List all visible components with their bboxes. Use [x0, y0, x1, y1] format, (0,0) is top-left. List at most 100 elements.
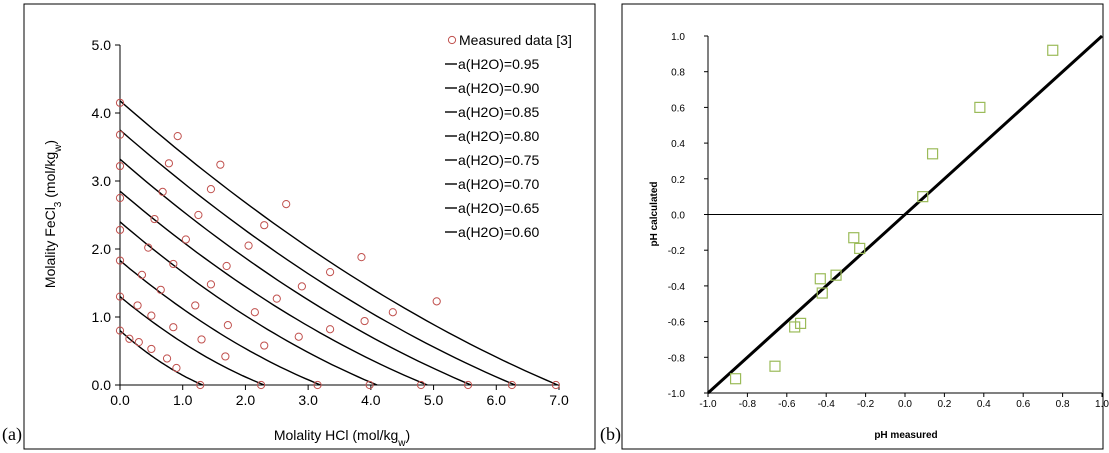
chart-b-y-tick-label: 0.0: [671, 211, 685, 222]
chart-b-x-tick-label: 0.8: [1056, 399, 1070, 410]
chart-a-y-tick-label: 5.0: [92, 37, 112, 53]
chart-a-data-point: [162, 354, 172, 363]
chart-a-data-point: [216, 160, 225, 169]
chart-a-data-point: [365, 380, 374, 390]
chart-a-data-point: [115, 130, 125, 139]
chart-a-legend: Measured data [3] a(H2O)=0.95 a(H2O)=0.90 a…: [445, 32, 572, 240]
chart-a-y-tick-label: 1.0: [92, 309, 112, 325]
chart-a-data-point: [197, 335, 206, 344]
chart-b-y-tick-label: -0.4: [668, 282, 686, 293]
chart-b-x-tick-label: 0.0: [898, 399, 912, 410]
chart-b-data-point: [814, 273, 826, 285]
chart-b-data-point: [789, 321, 801, 333]
chart-b-data-point: [848, 232, 860, 244]
chart-a-data-point: [125, 334, 134, 343]
chart-b-y-tick-label: 0.2: [671, 175, 685, 186]
chart-b-data-point: [1047, 44, 1059, 56]
chart-a-data-point: [260, 341, 269, 350]
panel-label-a: (a): [2, 424, 22, 444]
chart-a-data-point: [244, 241, 253, 250]
chart-b-data-point: [830, 269, 842, 281]
chart-a-legend-label: a(H2O)=0.70: [458, 176, 540, 192]
chart-a-border: [23, 3, 596, 450]
chart-a-ylabel: Molality FeCl3 (mol/kgw): [42, 140, 64, 288]
chart-a-data-point: [388, 308, 397, 317]
chart-b-x-tick-label: 0.2: [937, 399, 951, 410]
chart-a-data-point: [432, 297, 441, 306]
chart-a-data-point: [115, 193, 125, 203]
chart-a-data-point: [463, 380, 473, 390]
chart-b-y-tick-label: -0.8: [668, 353, 686, 364]
chart-a-legend-marker: [447, 35, 457, 45]
chart-a-line-series-6: [119, 129, 516, 386]
chart-a-legend-label: a(H2O)=0.90: [458, 80, 540, 96]
chart-a-x-tick-label: 3.0: [298, 392, 318, 408]
chart-a-line-series-4: [119, 190, 428, 386]
chart-a-x-tick-label: 5.0: [424, 392, 444, 408]
chart-b-data-point: [926, 148, 939, 160]
chart-a-data-point: [206, 280, 216, 289]
chart-a-xlabel: Molality HCl (mol/kgw): [274, 427, 410, 449]
chart-a-line-series-1: [119, 296, 265, 386]
chart-a-data-point: [196, 380, 205, 390]
chart-a-line-series-0: [119, 330, 204, 386]
chart-a-data-point: [313, 380, 322, 390]
chart-a-legend-label: a(H2O)=0.75: [458, 152, 540, 168]
chart-a-data-point: [147, 344, 156, 354]
chart-a-data-point: [172, 363, 181, 373]
chart-b-x-tick-label: -1.0: [699, 399, 717, 410]
chart-b-y-tick-label: 0.4: [671, 139, 685, 150]
chart-a-data-point: [173, 132, 182, 141]
chart-a-data-point: [206, 185, 216, 194]
chart-b-x-tick-label: -0.4: [818, 399, 836, 410]
chart-a-data-point: [222, 261, 231, 271]
chart-a-data-point: [551, 380, 560, 390]
chart-b-data-point: [769, 360, 781, 372]
chart-a-data-point: [115, 256, 125, 265]
chart-a-data-point: [144, 243, 153, 252]
chart-a-series-lines: [119, 100, 558, 386]
chart-a-data-point: [115, 225, 125, 235]
chart-a-data-point: [221, 352, 230, 361]
chart-b-y-tick-label: -0.2: [668, 246, 686, 257]
chart-a-x-tick-label: 6.0: [487, 392, 507, 408]
chart-a-data-point: [260, 221, 269, 230]
chart-a-x-tick-label: 0.0: [110, 392, 130, 408]
chart-a-line-series-3: [119, 221, 378, 386]
chart-a-data-point: [169, 323, 178, 332]
chart-a-line-series-7: [119, 100, 558, 386]
chart-b-data-point: [729, 373, 742, 385]
chart-a-data-point: [294, 332, 303, 341]
chart-b-data-point: [974, 101, 986, 114]
chart-a-data-point: [416, 380, 426, 390]
chart-a-data-point: [191, 301, 200, 310]
chart-a-data-point: [357, 253, 366, 262]
chart-a-data-point: [257, 380, 266, 390]
chart-a-y-tick-label: 4.0: [92, 105, 112, 121]
chart-b-x-tick-label: -0.8: [739, 399, 757, 410]
chart-b-data-point: [794, 317, 807, 329]
chart-a-data-point: [325, 268, 335, 277]
chart-a-legend-label: a(H2O)=0.80: [458, 128, 540, 144]
chart-b-x-tick-label: -0.2: [857, 399, 875, 410]
chart-a-data-point: [181, 235, 190, 244]
chart-b-y-tick-label: -1.0: [668, 389, 686, 400]
chart-a-y-tick-label: 0.0: [92, 377, 112, 393]
chart-a-data-point: [134, 338, 143, 347]
chart-b-data-point: [854, 242, 866, 255]
chart-a-y-tick-label: 3.0: [92, 173, 112, 189]
chart-a-data-point: [115, 292, 125, 301]
chart-a-line-series-2: [119, 260, 321, 386]
chart-a-legend-label: a(H2O)=0.65: [458, 200, 540, 216]
chart-a-data-point: [133, 301, 142, 310]
chart-b-x-tick-label: 0.6: [1016, 399, 1030, 410]
chart-b-data-point: [816, 287, 828, 299]
chart-a-data-point: [297, 282, 306, 291]
chart-a-data-point: [156, 285, 165, 294]
chart-b-border: [621, 3, 1104, 450]
chart-a-data-point: [250, 308, 259, 317]
chart-a-data-point: [507, 380, 517, 390]
chart-b-y-tick-label: 1.0: [671, 32, 685, 43]
chart-a-data-point: [115, 98, 125, 107]
